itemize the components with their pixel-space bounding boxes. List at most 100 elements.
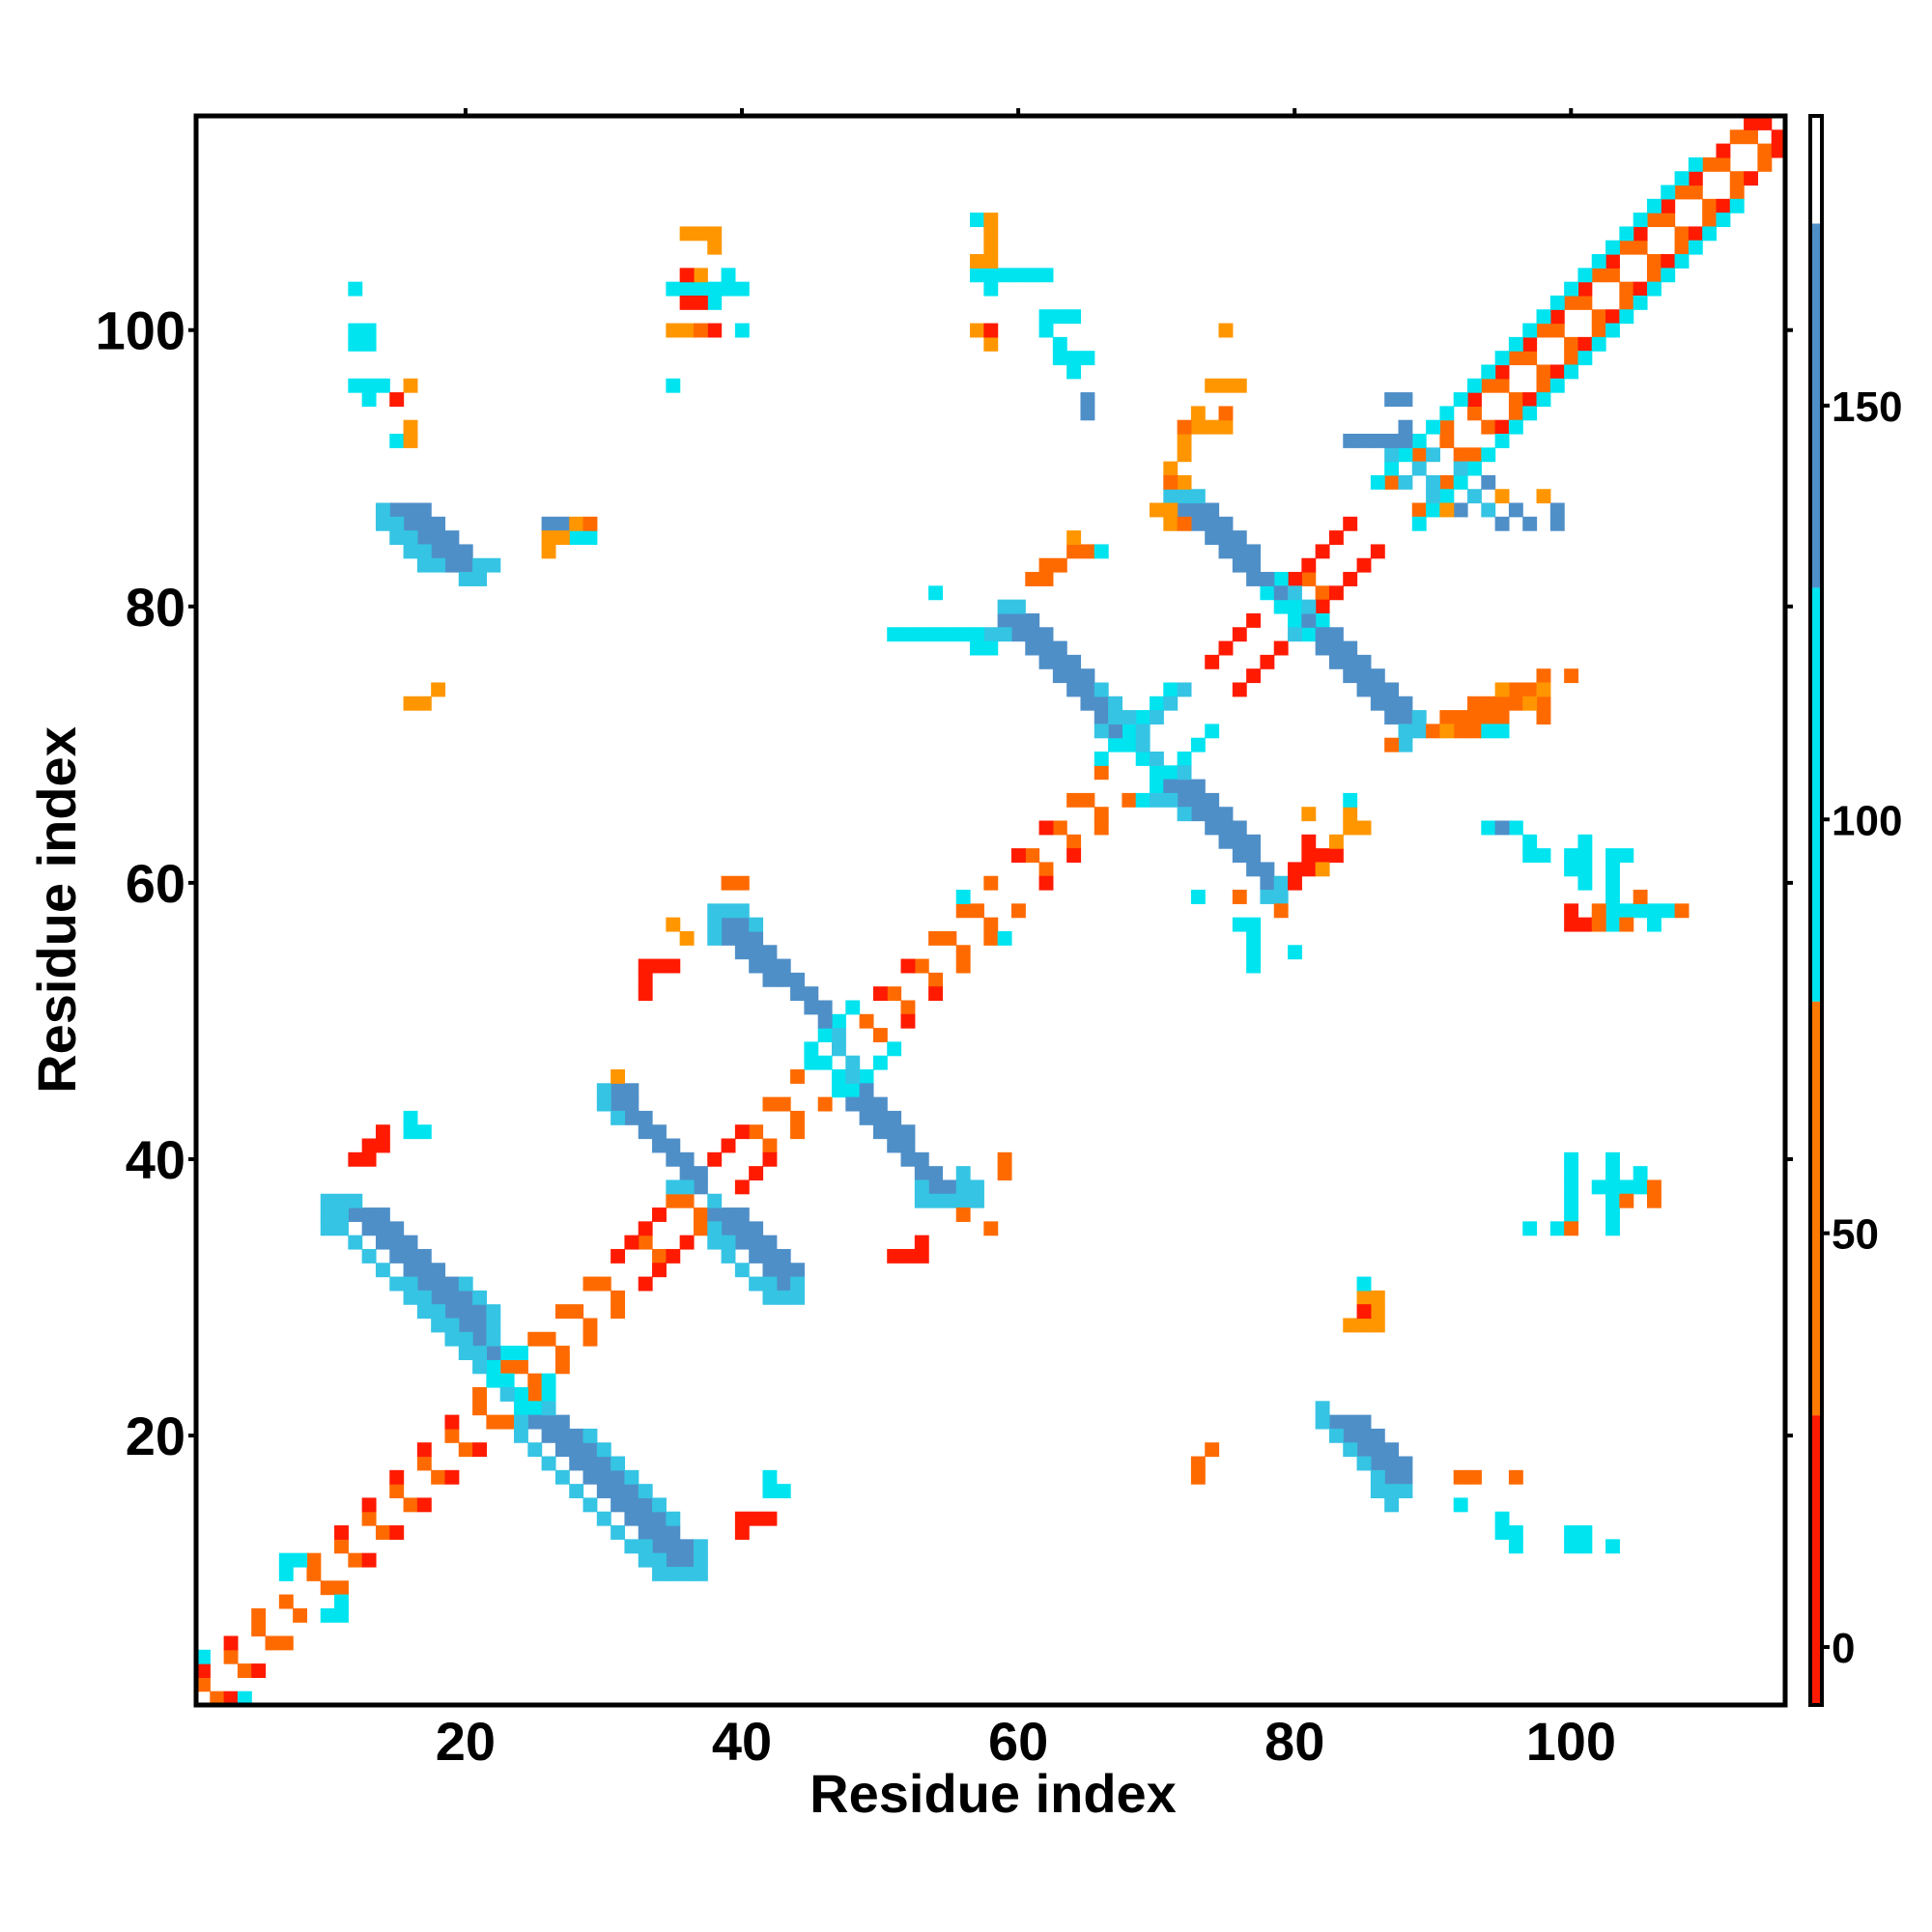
- heatmap-cell: [403, 1276, 418, 1292]
- heatmap-cell: [1190, 502, 1206, 518]
- heatmap-cell: [817, 1013, 833, 1029]
- heatmap-cell: [1453, 502, 1468, 518]
- heatmap-cell: [278, 1566, 294, 1581]
- heatmap-cell: [1453, 710, 1468, 724]
- heatmap-cell: [554, 530, 570, 546]
- heatmap-cell: [790, 1110, 805, 1125]
- heatmap-cell: [1508, 419, 1523, 435]
- heatmap-cell: [1674, 226, 1690, 242]
- x-tick-label: 60: [988, 1711, 1048, 1772]
- heatmap-cell: [1205, 654, 1220, 669]
- heatmap-cell: [1494, 351, 1510, 366]
- heatmap-cell: [1564, 848, 1579, 864]
- heatmap-cell: [1288, 612, 1302, 628]
- heatmap-cell: [1605, 875, 1620, 891]
- heatmap-cell: [983, 254, 999, 269]
- heatmap-cell: [1744, 116, 1758, 130]
- heatmap-cell: [1370, 1469, 1385, 1485]
- heatmap-cell: [652, 1497, 667, 1513]
- heatmap-cell: [1508, 820, 1523, 836]
- heatmap-cell: [416, 1497, 432, 1513]
- heatmap-cell: [1522, 516, 1538, 531]
- heatmap-cell: [887, 986, 902, 1002]
- heatmap-cell: [638, 1484, 653, 1499]
- heatmap-cell: [872, 1096, 888, 1112]
- heatmap-cell: [804, 1055, 819, 1070]
- heatmap-cell: [1384, 1484, 1400, 1499]
- heatmap-cell: [596, 1276, 611, 1292]
- heatmap-cell: [749, 1276, 764, 1292]
- heatmap-cell: [320, 1607, 335, 1623]
- heatmap-cell: [1591, 323, 1606, 338]
- heatmap-cell: [1494, 682, 1510, 697]
- heatmap-cell: [1508, 336, 1523, 352]
- heatmap-cell: [638, 1552, 653, 1568]
- heatmap-cell: [1384, 434, 1400, 448]
- heatmap-cell: [887, 1138, 902, 1153]
- heatmap-cell: [1577, 848, 1593, 864]
- heatmap-cell: [1328, 530, 1344, 546]
- heatmap-cell: [1522, 682, 1538, 697]
- heatmap-cell: [375, 378, 390, 393]
- heatmap-cell: [444, 1276, 460, 1292]
- heatmap-cell: [679, 1552, 695, 1568]
- heatmap-cell: [1370, 434, 1385, 448]
- heatmap-cell: [1218, 516, 1234, 531]
- heatmap-cell: [1343, 434, 1358, 448]
- heatmap-cell: [1757, 116, 1773, 130]
- heatmap-cell: [1288, 862, 1302, 877]
- heatmap-cell: [1260, 875, 1275, 891]
- heatmap-cell: [1094, 807, 1109, 822]
- heatmap-cell: [817, 1028, 833, 1042]
- heatmap-cell: [1453, 724, 1468, 739]
- heatmap-cell: [1108, 710, 1122, 724]
- heatmap-cell: [1384, 474, 1400, 490]
- heatmap-cell: [1163, 779, 1179, 794]
- heatmap-cell: [1494, 696, 1510, 711]
- heatmap-cell: [1384, 710, 1400, 724]
- heatmap-cell: [1564, 1539, 1579, 1554]
- heatmap-cell: [1549, 516, 1565, 531]
- heatmap-cell: [444, 557, 460, 573]
- heatmap-cell: [707, 917, 723, 932]
- heatmap-cell: [1439, 406, 1455, 421]
- heatmap-cell: [569, 1484, 584, 1499]
- heatmap-cell: [416, 502, 432, 518]
- heatmap-cell: [832, 1041, 846, 1057]
- heatmap-cell: [375, 1235, 390, 1250]
- heatmap-cell: [486, 1346, 501, 1360]
- heatmap-cell: [361, 323, 377, 338]
- heatmap-cell: [1066, 668, 1082, 684]
- heatmap-cell: [1315, 848, 1330, 864]
- heatmap-cell: [1190, 489, 1206, 504]
- heatmap-cell: [1205, 820, 1220, 836]
- heatmap-cell: [1301, 612, 1317, 628]
- heatmap-cell: [472, 1346, 487, 1360]
- heatmap-cell: [306, 1552, 322, 1568]
- heatmap-cell: [762, 1235, 778, 1250]
- heatmap-cell: [1343, 820, 1358, 836]
- heatmap-cell: [1398, 696, 1413, 711]
- heatmap-cell: [1205, 807, 1220, 822]
- heatmap-cell: [1398, 447, 1413, 463]
- heatmap-cell: [914, 1193, 929, 1208]
- heatmap-cell: [707, 1193, 723, 1208]
- colorbar-tick-label: 50: [1832, 1211, 1879, 1259]
- heatmap-cell: [1370, 1290, 1385, 1305]
- heatmap-cell: [845, 1083, 861, 1098]
- heatmap-cell: [997, 930, 1012, 946]
- heatmap-cell: [1246, 834, 1262, 849]
- heatmap-cell: [900, 1138, 916, 1153]
- heatmap-cell: [638, 972, 653, 987]
- heatmap-cell: [734, 281, 750, 297]
- heatmap-cell: [334, 1193, 349, 1208]
- heatmap-cell: [403, 1248, 418, 1264]
- heatmap-cell: [1315, 544, 1330, 559]
- heatmap-cell: [389, 1248, 405, 1264]
- heatmap-cell: [1356, 654, 1372, 669]
- heatmap-cell: [1343, 516, 1358, 531]
- heatmap-cell: [458, 544, 473, 559]
- heatmap-cell: [514, 1387, 528, 1402]
- heatmap-cell: [1150, 710, 1164, 724]
- heatmap-cell: [1356, 1456, 1372, 1471]
